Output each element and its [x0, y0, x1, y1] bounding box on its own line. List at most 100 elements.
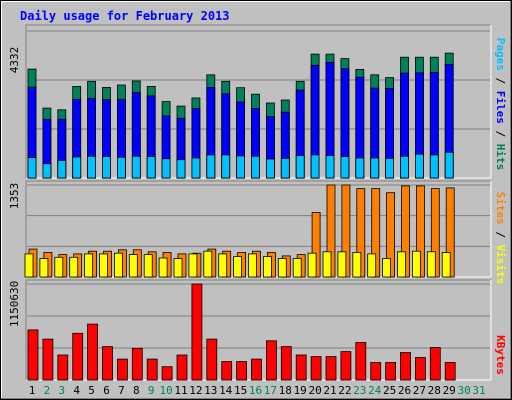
bar-pages-day-8 — [131, 155, 141, 179]
bar-kbytes-day-14 — [221, 361, 233, 381]
bar-sites-day-2 — [39, 258, 49, 278]
day-label-31: 31 — [472, 384, 485, 397]
day-label-3: 3 — [58, 384, 65, 397]
day-label-29: 29 — [443, 384, 456, 397]
day-label-13: 13 — [204, 384, 217, 397]
bar-pages-day-2 — [42, 163, 52, 179]
legend-sep-2: / — [494, 124, 507, 144]
day-label-4: 4 — [73, 384, 80, 397]
legend-sep-1: / — [494, 71, 507, 91]
legend-sites-visits: Sites / Visits — [494, 192, 507, 285]
day-label-8: 8 — [133, 384, 140, 397]
day-label-17: 17 — [264, 384, 277, 397]
bar-sites-day-28 — [426, 251, 436, 278]
day-label-20: 20 — [308, 384, 321, 397]
bar-sites-day-29 — [441, 252, 451, 278]
bar-pages-day-16 — [251, 155, 260, 179]
bar-kbytes-day-18 — [280, 346, 292, 381]
bar-sites-day-18 — [277, 258, 287, 278]
day-label-6: 6 — [103, 384, 110, 397]
x-axis-day-labels: 1 2 3 4 5 6 7 8 9 10 11 12 13 14 15 16 17 18 19 20 21 22 23 24 2… — [29, 384, 486, 397]
bar-sites-day-12 — [188, 253, 198, 278]
bar-kbytes-day-29 — [444, 362, 456, 381]
bar-kbytes-day-27 — [414, 357, 426, 381]
panel3-max-label: 1150630 — [8, 281, 21, 327]
bar-pages-day-12 — [191, 157, 201, 179]
bar-kbytes-day-24 — [370, 362, 382, 381]
bar-sites-day-7 — [114, 252, 123, 278]
bar-kbytes-day-10 — [161, 366, 173, 381]
bar-sites-day-13 — [203, 250, 213, 278]
day-label-30: 30 — [457, 384, 470, 397]
day-label-21: 21 — [323, 384, 336, 397]
bar-kbytes-day-8 — [131, 347, 143, 381]
bar-sites-day-11 — [173, 258, 183, 278]
bar-pages-day-7 — [117, 156, 126, 179]
bar-sites-day-24 — [367, 253, 377, 278]
day-label-11: 11 — [174, 384, 187, 397]
bar-kbytes-day-4 — [72, 332, 84, 381]
legend-hits: Hits — [494, 144, 507, 171]
bar-sites-day-17 — [262, 256, 272, 278]
bar-kbytes-day-12 — [191, 283, 203, 381]
y-axis-max-labels: 4332 1353 1150630 — [8, 47, 21, 327]
bar-pages-day-17 — [265, 158, 275, 179]
bar-sites-day-16 — [248, 253, 257, 278]
bar-kbytes-day-5 — [87, 323, 98, 381]
bar-kbytes-day-3 — [57, 354, 69, 381]
bar-sites-day-21 — [322, 251, 332, 278]
bar-sites-day-25 — [382, 258, 392, 278]
day-label-5: 5 — [88, 384, 95, 397]
day-label-2: 2 — [44, 384, 51, 397]
bar-kbytes-day-16 — [251, 358, 262, 381]
bar-sites-day-22 — [337, 251, 347, 278]
bar-sites-day-15 — [233, 256, 243, 278]
legend-visits: Visits — [494, 245, 507, 285]
bar-kbytes-day-7 — [117, 358, 128, 381]
day-label-25: 25 — [383, 384, 396, 397]
chart-title: Daily usage for February 2013 — [20, 9, 230, 23]
day-label-18: 18 — [279, 384, 292, 397]
bar-pages-day-18 — [280, 157, 290, 179]
chart-bars — [24, 52, 456, 381]
bar-pages-day-26 — [400, 155, 409, 179]
bar-kbytes-day-28 — [429, 347, 441, 381]
bar-kbytes-day-11 — [176, 354, 188, 381]
legend-files: Files — [494, 91, 507, 124]
legend-sites: Sites — [494, 192, 507, 225]
bar-kbytes-day-19 — [295, 354, 307, 381]
day-label-1: 1 — [29, 384, 36, 397]
bar-pages-day-22 — [340, 156, 350, 179]
bar-sites-day-1 — [24, 253, 34, 278]
panel2-max-label: 1353 — [8, 183, 21, 210]
day-label-22: 22 — [338, 384, 351, 397]
bar-sites-day-4 — [69, 256, 79, 278]
day-label-15: 15 — [234, 384, 247, 397]
bar-pages-day-1 — [27, 157, 37, 179]
bar-sites-day-9 — [143, 254, 153, 278]
bar-kbytes-day-20 — [310, 356, 322, 381]
legend-pages: Pages — [494, 38, 507, 71]
bar-sites-day-26 — [397, 251, 406, 278]
day-label-10: 10 — [159, 384, 172, 397]
bar-kbytes-day-9 — [146, 358, 158, 381]
bar-sites-day-14 — [218, 253, 228, 278]
bar-kbytes-day-21 — [325, 356, 337, 381]
bar-kbytes-day-22 — [340, 351, 352, 381]
bar-kbytes-day-25 — [385, 362, 397, 381]
bar-pages-day-5 — [87, 155, 96, 179]
legend-kbytes: KBytes — [494, 335, 507, 375]
bar-pages-day-3 — [57, 159, 67, 179]
bar-sites-day-10 — [158, 257, 168, 278]
bar-sites-day-6 — [99, 253, 108, 278]
bar-pages-day-6 — [102, 156, 111, 179]
bar-pages-day-28 — [429, 154, 439, 179]
bar-kbytes-day-1 — [27, 329, 39, 381]
bar-pages-day-20 — [310, 154, 320, 179]
bar-pages-day-27 — [414, 153, 424, 179]
day-label-16: 16 — [249, 384, 262, 397]
day-label-24: 24 — [368, 384, 382, 397]
bar-pages-day-10 — [161, 158, 171, 179]
bar-sites-day-19 — [292, 258, 302, 278]
